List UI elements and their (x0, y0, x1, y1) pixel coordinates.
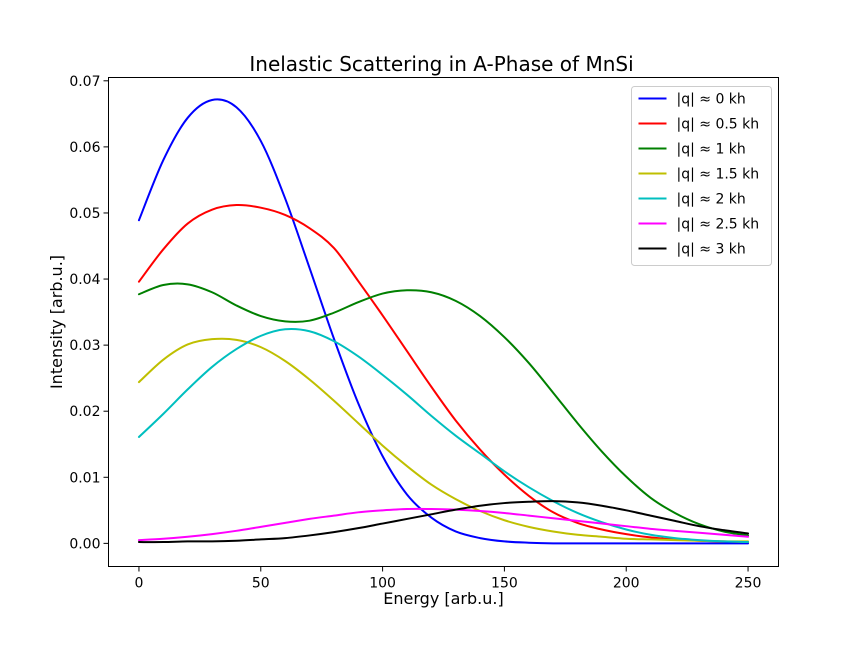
series-line-3 (137, 337, 750, 543)
legend-item: |q| ≈ 1.5 kh (638, 167, 760, 183)
x-axis-title: Energy [arb.u.] (383, 589, 503, 608)
legend-label: |q| ≈ 1 kh (677, 142, 746, 158)
y-tick-label: 0.01 (69, 470, 100, 486)
y-tick-label: 0.05 (69, 206, 100, 222)
legend-label: |q| ≈ 1.5 kh (677, 167, 760, 183)
legend-item: |q| ≈ 0 kh (638, 92, 746, 108)
legend-item: |q| ≈ 2.5 kh (638, 217, 760, 233)
legend: |q| ≈ 0 kh |q| ≈ 0.5 kh |q| ≈ 1 kh |q| ≈ 1.… (631, 86, 772, 266)
legend-item: |q| ≈ 3 kh (638, 242, 746, 258)
legend-item: |q| ≈ 2 kh (638, 192, 746, 208)
y-axis-title: Intensity [arb.u.] (47, 255, 66, 389)
axes-frame (108, 77, 779, 567)
y-axis: 0.00 0.01 0.02 0.03 0.04 0.05 0.06 0.07 (69, 74, 109, 552)
y-tick-label: 0.04 (69, 272, 100, 288)
x-tick-label: 100 (369, 576, 396, 592)
legend-item: |q| ≈ 1 kh (638, 142, 746, 158)
series-line-5 (137, 507, 750, 542)
legend-item: |q| ≈ 0.5 kh (638, 117, 760, 133)
x-tick-label: 250 (735, 576, 762, 592)
x-tick-label: 150 (491, 576, 518, 592)
x-axis: 0 50 100 150 200 250 (134, 566, 762, 592)
legend-box (631, 86, 772, 266)
legend-label: |q| ≈ 3 kh (677, 242, 746, 258)
y-tick-label: 0.03 (69, 338, 100, 354)
series-line-0 (137, 98, 750, 545)
x-tick-label: 50 (252, 576, 270, 592)
series-line-2 (137, 282, 750, 537)
y-tick-label: 0.06 (69, 140, 100, 156)
legend-label: |q| ≈ 0.5 kh (677, 117, 760, 133)
x-tick-label: 0 (134, 576, 143, 592)
series-group (137, 98, 750, 545)
legend-label: |q| ≈ 2.5 kh (677, 217, 760, 233)
legend-label: |q| ≈ 0 kh (677, 92, 746, 108)
y-tick-label: 0.07 (69, 74, 100, 90)
series-line-6 (137, 500, 750, 544)
series-line-1 (137, 203, 750, 544)
legend-label: |q| ≈ 2 kh (677, 192, 746, 208)
y-tick-label: 0.02 (69, 404, 100, 420)
chart-title: Inelastic Scattering in A-Phase of MnSi (249, 52, 633, 76)
series-line-4 (137, 327, 750, 544)
y-tick-label: 0.00 (69, 536, 100, 552)
x-tick-label: 200 (613, 576, 640, 592)
